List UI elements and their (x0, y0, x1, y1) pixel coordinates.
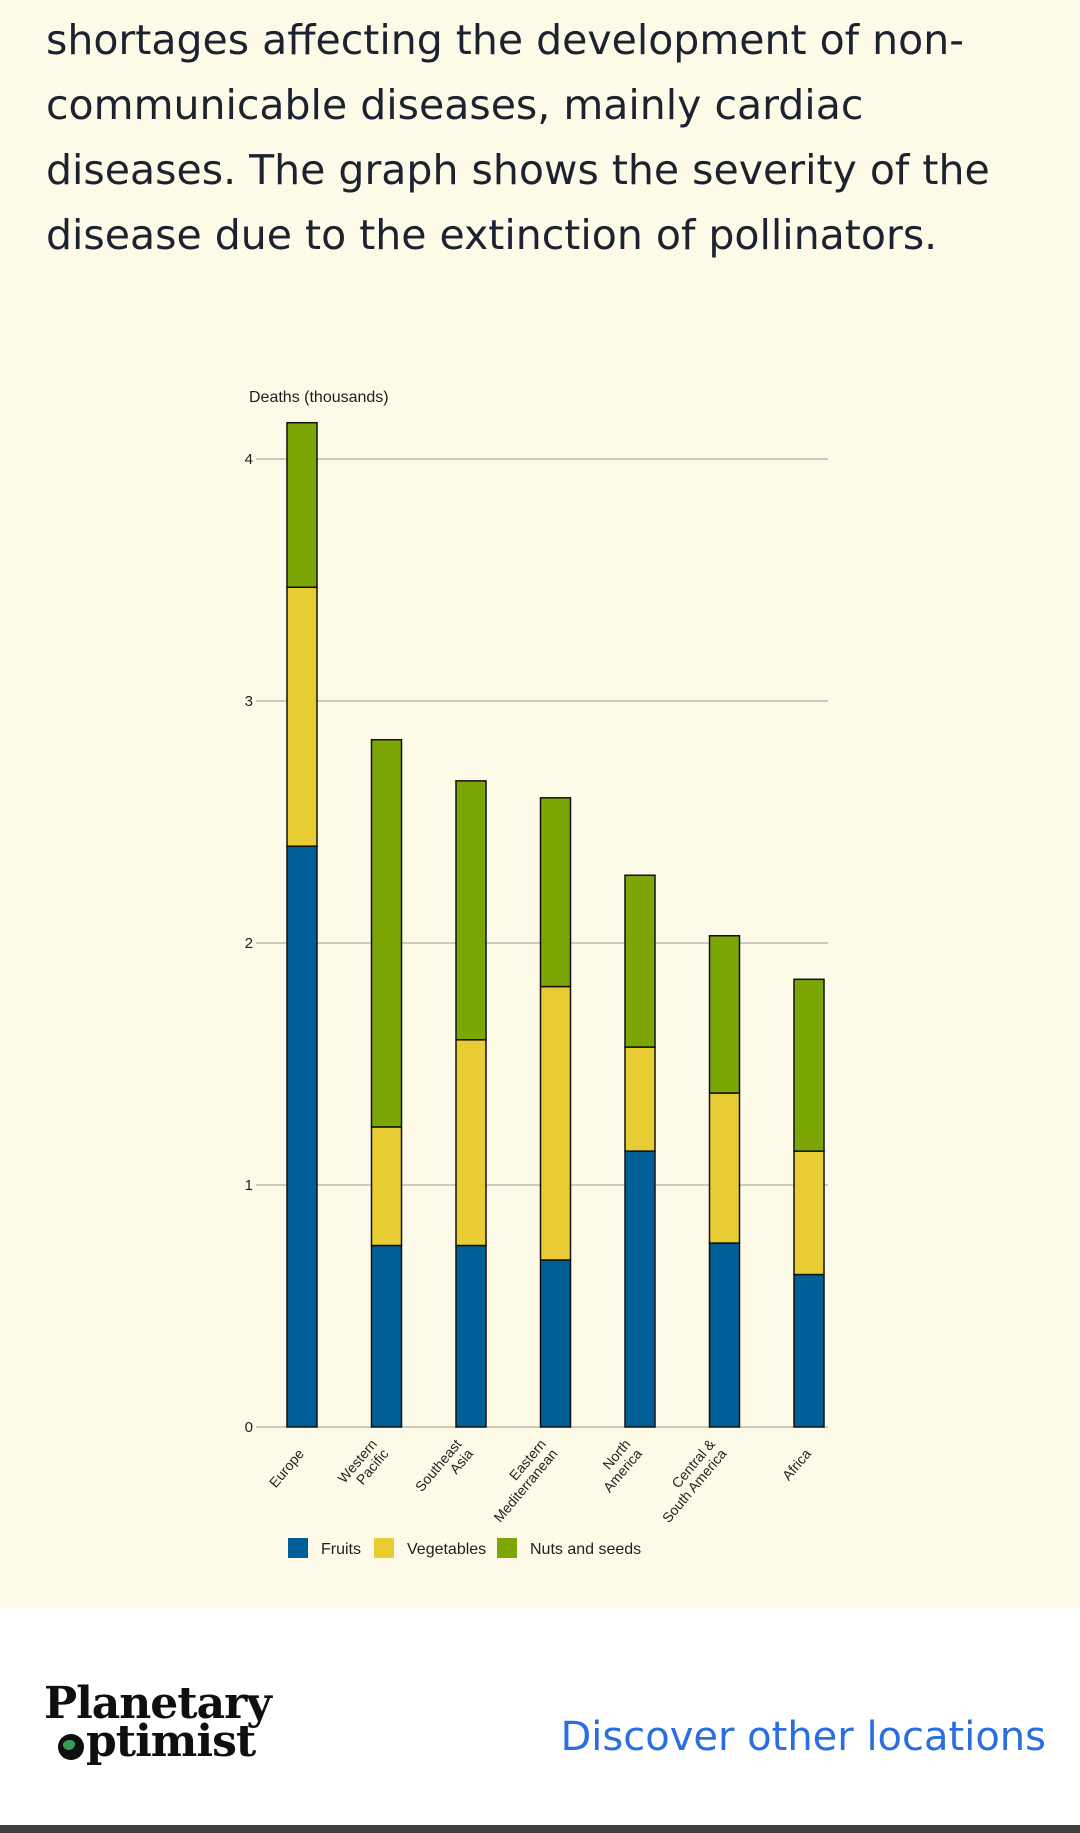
y-tick-label: 2 (245, 935, 253, 952)
legend-label: Nuts and seeds (530, 1541, 641, 1558)
bar-segment-vegetables-1 (370, 1126, 403, 1247)
x-tick-label-line: Europe (266, 1445, 307, 1490)
legend-label: Fruits (321, 1541, 361, 1558)
bar-segment-fruits-3 (539, 1259, 572, 1428)
y-tick-label: 3 (245, 693, 253, 710)
bar-segment-fruits-0 (286, 845, 318, 1428)
bar-segment-nuts-and-seeds-4 (624, 874, 656, 1048)
y-axis-label: Deaths (thousands) (249, 389, 389, 406)
article-line-2: communicable diseases, mainly cardiac (46, 81, 864, 129)
legend: Fruits Vegetables Nuts and seeds (288, 1538, 641, 1558)
bar-segment-nuts-and-seeds-1 (370, 738, 403, 1128)
stacked-bar-chart: Deaths (thousands) 0 1 2 3 4 Europe WesternPaci… (245, 389, 828, 1558)
bar-segment-nuts-and-seeds-3 (539, 797, 572, 988)
bar-segment-nuts-and-seeds-0 (286, 421, 318, 589)
bar-segment-vegetables-2 (455, 1039, 487, 1247)
legend-label: Vegetables (407, 1541, 486, 1558)
bars (286, 421, 825, 1428)
bar-segment-fruits-5 (708, 1242, 741, 1428)
legend-swatch (497, 1538, 517, 1558)
x-tick-label-line: Africa (779, 1445, 814, 1483)
bar-segment-nuts-and-seeds-6 (793, 978, 825, 1152)
planetary-optimist-logo[interactable]: Planetary ptimist (44, 1678, 294, 1778)
article-line-3: diseases. The graph shows the severity o… (46, 146, 990, 194)
y-tick-label: 4 (245, 451, 253, 468)
bottom-system-bar (0, 1825, 1080, 1833)
legend-swatch (288, 1538, 308, 1558)
bar-segment-vegetables-5 (708, 1092, 741, 1244)
x-tick-label: Africa (779, 1445, 814, 1483)
x-tick-label: Central &South America (659, 1435, 730, 1525)
bar-segment-vegetables-0 (286, 586, 318, 847)
logo-text-optimist: ptimist (86, 1716, 256, 1767)
footer: Planetary ptimist Discover other locatio… (0, 1608, 1080, 1825)
y-tick-label: 0 (245, 1419, 253, 1436)
x-tick-label: Europe (266, 1445, 307, 1490)
bar-segment-nuts-and-seeds-5 (708, 934, 741, 1094)
bar-segment-fruits-6 (793, 1273, 825, 1428)
bar-segment-vegetables-6 (793, 1150, 825, 1276)
globe-icon (58, 1734, 84, 1760)
y-tick-label: 1 (245, 1177, 253, 1194)
legend-swatch (374, 1538, 394, 1558)
article-line-1: shortages affecting the development of n… (46, 16, 964, 64)
bar-segment-nuts-and-seeds-2 (455, 780, 487, 1041)
bar-segment-fruits-4 (624, 1150, 656, 1428)
discover-locations-link[interactable]: Discover other locations (560, 1714, 1047, 1760)
article-line-4: disease due to the extinction of pollina… (46, 211, 938, 259)
bar-segment-fruits-2 (455, 1244, 487, 1428)
article-paragraph: shortages affecting the development of n… (46, 8, 1046, 268)
logo-text-planetary: Planetary (44, 1678, 272, 1729)
bar-segment-vegetables-4 (624, 1046, 656, 1152)
bar-segment-vegetables-3 (539, 985, 572, 1261)
bar-segment-fruits-1 (370, 1244, 403, 1428)
